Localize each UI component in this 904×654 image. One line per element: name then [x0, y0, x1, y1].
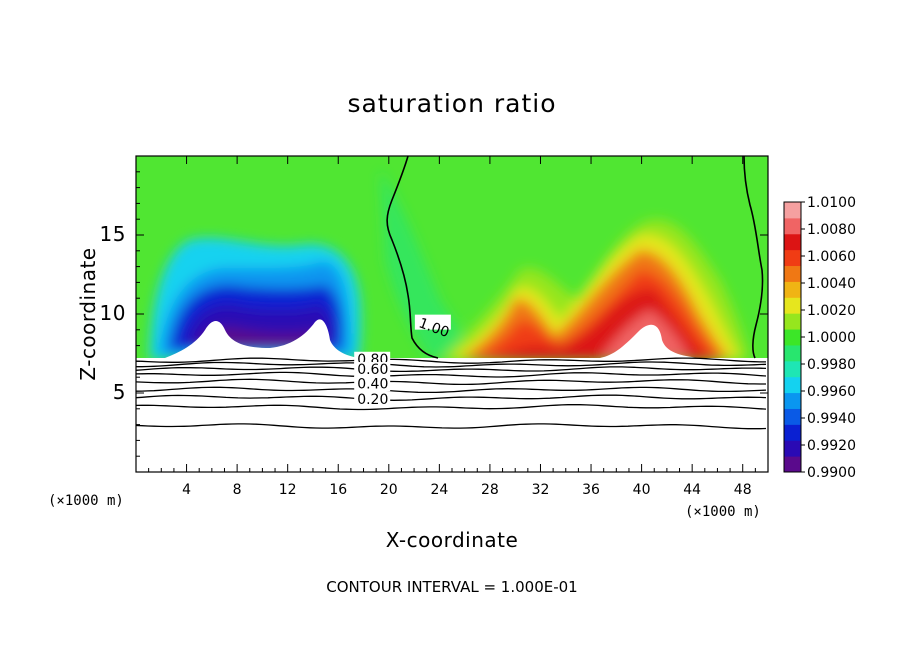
colorbar-label: 1.0080: [807, 222, 856, 238]
colorbar-swatch: [784, 456, 801, 473]
y-tick-label: 10: [100, 301, 126, 325]
x-tick-label: 4: [182, 482, 191, 498]
colorbar-label: 1.0060: [807, 249, 856, 265]
chart-title: saturation ratio: [347, 89, 556, 118]
contour-line-0.10: [136, 423, 767, 430]
contour-line-0.70: [136, 366, 767, 373]
colorbar-swatch: [784, 329, 801, 346]
colorbar-swatch: [784, 392, 801, 409]
colorbar-swatch: [784, 249, 801, 267]
x-tick-label: 28: [481, 482, 499, 498]
colorbar-label: 1.0040: [807, 276, 856, 292]
x-tick-label: 8: [233, 482, 242, 498]
contour-label-background: [354, 392, 391, 408]
contour-label: 0.60: [357, 362, 388, 378]
x-tick-label: 32: [532, 482, 550, 498]
colorbar-label: 0.9920: [807, 438, 856, 454]
contour-line-0.40: [136, 386, 767, 394]
contour-line-0.30: [136, 394, 767, 401]
contour-line-0.90: [136, 357, 766, 364]
colorbar-swatch: [784, 217, 801, 235]
contour-line-0.50: [136, 378, 766, 386]
colorbar-swatch: [784, 313, 801, 330]
x-tick-label: 48: [734, 482, 752, 498]
colorbar-label: 1.0100: [807, 195, 856, 211]
x-tick-label: 20: [380, 482, 398, 498]
colorbar-label: 0.9940: [807, 411, 856, 427]
x-tick-label: 12: [279, 482, 297, 498]
x-unit-right: (×1000 m): [685, 504, 761, 520]
colorbar-swatch: [784, 344, 801, 362]
colorbar-swatch: [784, 360, 801, 378]
colorbar-swatch: [784, 202, 801, 219]
x-tick-label: 44: [683, 482, 701, 498]
x-tick-label: 24: [430, 482, 448, 498]
heatmap-field: [136, 156, 768, 472]
colorbar-swatch: [784, 233, 801, 251]
x-axis-label: X-coordinate: [386, 528, 519, 552]
x-tick-label: 36: [582, 482, 600, 498]
y-axis-label: Z-coordinate: [76, 247, 100, 380]
colorbar-swatch: [784, 424, 801, 441]
contour-line-0.60: [136, 371, 767, 378]
contour-label: 0.20: [357, 392, 388, 408]
contour-line-0.20: [136, 404, 767, 411]
colorbar-swatch: [784, 265, 801, 282]
colorbar-label: 1.0020: [807, 303, 856, 319]
contour-label-background: [354, 362, 391, 378]
contour-interval-note: CONTOUR INTERVAL = 1.000E-01: [326, 578, 577, 596]
x-tick-label: 40: [633, 482, 651, 498]
colorbar-label: 0.9960: [807, 384, 856, 400]
colorbar-label: 1.0000: [807, 330, 856, 346]
x-tick-label: 16: [329, 482, 347, 498]
contour-label: 0.40: [357, 376, 388, 392]
contour-label-background: [354, 376, 391, 392]
y-tick-label: 15: [100, 222, 126, 246]
colorbar-swatch: [784, 297, 801, 314]
colorbar-swatch: [784, 408, 801, 425]
contour-line-0.80: [136, 361, 767, 368]
colorbar-label: 0.9900: [807, 465, 856, 481]
colorbar: 1.0100 1.0080 1.0060 1.0040 1.0020 1.0000 0.99…: [783, 195, 856, 481]
colorbar-label: 0.9980: [807, 357, 856, 373]
x-unit-left: (×1000 m): [48, 493, 124, 509]
contour-line-1.00: [386, 156, 439, 359]
contour-label-background: [414, 314, 451, 330]
y-tick-label: 5: [113, 380, 126, 404]
contour-line-1.00-right: [743, 156, 764, 359]
colorbar-swatch: [784, 440, 801, 457]
colorbar-swatch: [784, 376, 801, 394]
colorbar-swatch: [784, 281, 801, 298]
